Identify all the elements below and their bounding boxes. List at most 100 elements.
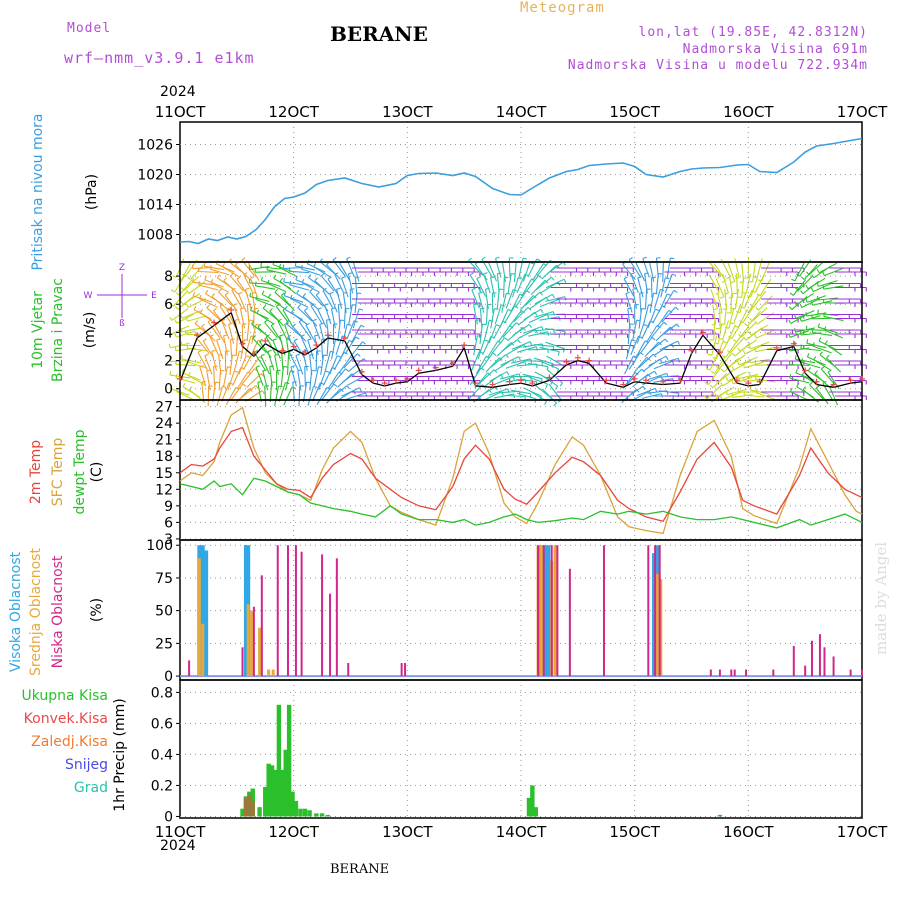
wind-barb-flag (800, 276, 805, 280)
wind-barb (750, 341, 770, 350)
wind-barb-flag (745, 309, 750, 313)
wind-barb (546, 261, 564, 275)
wind-barb-flag (264, 319, 268, 323)
wind-barb-flag (203, 262, 206, 267)
wind-ytick-label: 8 (164, 269, 173, 285)
wind-barb-flag (353, 320, 358, 323)
wind-barb (715, 278, 725, 297)
wind-barb (352, 308, 360, 329)
wind-barb (643, 304, 650, 325)
wind-barb (707, 260, 722, 276)
wind-barb (468, 384, 483, 400)
wind-barb (755, 346, 776, 353)
wind-barb-flag (336, 287, 341, 290)
precip-frame (179, 679, 863, 819)
wind-barb-flag (235, 318, 240, 321)
wind-barb-flag (216, 338, 221, 341)
wind-barb (221, 382, 230, 402)
wind-barb-flag (744, 322, 748, 327)
wind-barb-flag (550, 380, 554, 385)
wind-barb (633, 356, 648, 374)
wind-barb (658, 390, 679, 394)
wind-barb-flag (671, 361, 675, 366)
wind-barb-flag (538, 275, 542, 279)
wind-barb-flag (728, 336, 733, 340)
wind-barb (727, 388, 747, 396)
wind-barb (327, 371, 340, 390)
wind-barb-flag (628, 256, 633, 261)
low-cloud-bar (823, 647, 826, 677)
pressure-panel: 1026 1020 1014 1008 (137, 121, 863, 263)
wind-barb-flag (307, 274, 312, 278)
wind-barb-flag (536, 258, 541, 262)
wind-barb (623, 278, 635, 297)
wind-barb (307, 386, 315, 406)
wind-barb (210, 268, 230, 276)
wind-barb-flag (630, 272, 635, 275)
wind-barb-flag (720, 382, 724, 387)
wind-barb-flag (265, 334, 270, 338)
wind-barb (266, 269, 287, 275)
wind-barb (312, 320, 321, 340)
compass-e: E (151, 291, 157, 301)
wind-barb-flag (300, 334, 305, 337)
wind-barb (658, 357, 679, 365)
wind-barb-flag (192, 291, 196, 297)
frozen-precip-bar (243, 797, 249, 817)
total-precip-bar (298, 808, 303, 817)
wind-barb (348, 304, 353, 325)
wind-barb-flag (192, 278, 194, 283)
wind-barb-flag (754, 320, 758, 325)
wind-barb (319, 324, 326, 344)
dewpt-ylabel: dewpt Temp (72, 429, 88, 514)
wind-barb-flag (795, 273, 800, 277)
wind-barb (218, 370, 222, 391)
pressure-ylabel: Pritisak na nivou mora (30, 113, 46, 270)
wind-barb (639, 337, 653, 354)
mid-cloud-bar (271, 669, 275, 677)
wind-barb (478, 386, 496, 398)
wind-barb (322, 290, 334, 308)
wind-barb-flag (358, 308, 364, 311)
wind-barb-flag (261, 390, 265, 395)
wind-barb-flag (296, 289, 300, 294)
wind-barb-flag (505, 354, 509, 358)
wind-barb (727, 262, 736, 282)
wind-barb (181, 372, 201, 381)
wind-barb (193, 295, 213, 303)
wind-barb (533, 344, 554, 347)
wind-barb-flag (284, 305, 288, 310)
wind-barb (281, 350, 284, 372)
wind-barb (289, 270, 310, 274)
wind-barb (280, 295, 295, 311)
wind-barb-flag (824, 340, 828, 345)
wind-barb (637, 277, 644, 298)
time-tick-top: 14OCT (496, 103, 547, 121)
wind-barb-flag (712, 356, 717, 360)
wind-barb (326, 264, 341, 280)
wind-barb (335, 289, 343, 309)
wind-barb-flag (331, 307, 336, 310)
wind-barb (508, 257, 511, 279)
wind-barb-flag (181, 355, 183, 360)
wind-barb (632, 289, 638, 309)
wind-barb (659, 340, 679, 351)
low-cloud-bar (556, 545, 559, 677)
wind-ylabel: 10m Vjetar (30, 291, 46, 369)
low-cloud-bar (241, 647, 244, 677)
wind-barb (749, 389, 770, 395)
wind-barb (789, 363, 810, 367)
wind-barb-flag (492, 352, 497, 356)
low-cloud-bar (832, 656, 835, 677)
wind-barb (499, 373, 520, 380)
wind-barb (479, 308, 483, 329)
wind-barb-flag (252, 291, 257, 294)
wind-barb-flag (283, 366, 288, 368)
wind-barb-flag (651, 336, 656, 341)
wind-barb-flag (724, 326, 730, 329)
wind-barb (747, 310, 762, 327)
temp-ytick-label: 24 (155, 416, 173, 432)
wind-barb (488, 324, 497, 344)
mid-cloud-bar (539, 545, 543, 677)
wind-barb-flag (719, 296, 725, 299)
